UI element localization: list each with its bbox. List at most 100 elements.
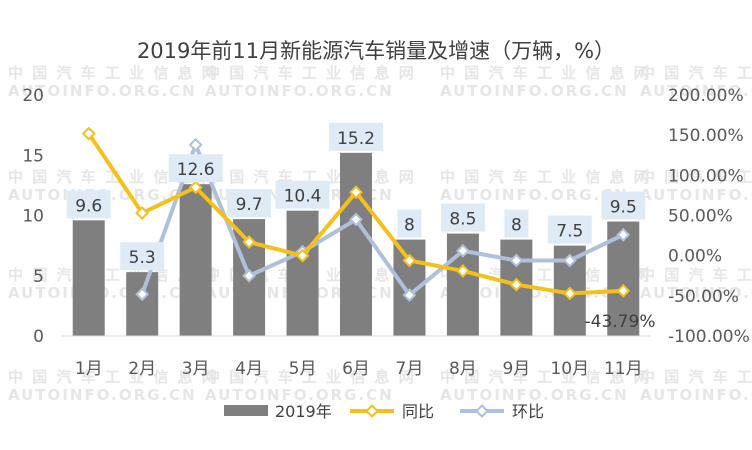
axes: 0 5 10 15 20 -100.00% -50.00% 0.00% 50.00% 100.00… — [22, 86, 749, 379]
data-label-box — [227, 189, 272, 218]
x-axis-tick: 8月 — [449, 359, 477, 379]
series-marker — [135, 287, 150, 302]
bar — [126, 272, 159, 336]
right-axis-tick: -50.00% — [668, 287, 739, 307]
series-marker — [455, 243, 470, 258]
series-marker — [295, 248, 310, 263]
data-labels: 9.6 5.3 12.6 9.7 10.4 15.2 8 8.5 8 7.5 9.5 — [66, 122, 646, 271]
data-label: 12.6 — [177, 160, 215, 180]
bar — [179, 184, 212, 336]
watermark-text: 中 国 汽 车 工 业 信 息 网 — [440, 64, 651, 82]
series-marker — [81, 126, 96, 141]
series-marker — [616, 283, 631, 298]
data-label: 10.4 — [284, 187, 322, 207]
data-label: 5.3 — [129, 248, 156, 268]
bar — [286, 210, 319, 336]
annotation-label: -43.79% — [585, 312, 656, 332]
watermark-text: 中 国 汽 车 工 业 信 息 网 — [640, 368, 752, 386]
right-axis-tick: 0.00% — [668, 247, 722, 267]
left-axis-tick: 10 — [22, 207, 44, 227]
data-label: 15.2 — [337, 129, 375, 149]
series-marker — [562, 253, 577, 268]
series-marker — [349, 212, 363, 227]
watermark-text: AUTOINFO.ORG.CN — [8, 386, 197, 404]
data-label-box — [275, 180, 330, 209]
left-axis-tick: 0 — [33, 327, 44, 347]
series-line — [140, 142, 625, 298]
series-marker — [349, 185, 363, 200]
watermark-text: 中 国 汽 车 工 业 信 息 网 — [640, 266, 752, 284]
legend: 2019年 同比 环比 — [224, 402, 544, 421]
data-label: 8.5 — [449, 210, 476, 230]
series-marker — [135, 206, 150, 221]
watermark-text: AUTOINFO.ORG.CN — [640, 82, 752, 100]
x-axis-tick: 7月 — [396, 359, 424, 379]
data-label: 7.5 — [556, 222, 583, 242]
watermark-text: 中 国 汽 车 工 业 信 息 网 — [440, 368, 651, 386]
x-axis-tick: 4月 — [235, 359, 263, 379]
series-marker — [402, 253, 417, 268]
series-marker — [509, 253, 524, 268]
right-axis-tick: 150.00% — [668, 126, 744, 146]
watermark-text: AUTOINFO.ORG.CN — [8, 82, 197, 100]
series-marker — [455, 264, 470, 278]
watermark-text: AUTOINFO.ORG.CN — [205, 386, 394, 404]
watermark-text: 中 国 汽 车 工 业 信 息 网 — [205, 64, 416, 82]
watermark-text: 中 国 汽 车 工 业 信 息 网 — [8, 64, 219, 82]
right-axis-tick: 200.00% — [668, 86, 744, 106]
chart-title: 2019年前11月新能源汽车销量及增速（万辆，%） — [137, 39, 615, 63]
series-marker — [509, 277, 524, 292]
watermark-text: AUTOINFO.ORG.CN — [440, 386, 629, 404]
legend-swatch-marker — [475, 404, 489, 418]
series-marker — [188, 137, 203, 152]
watermark-text: 中 国 汽 车 工 业 信 息 网 — [8, 168, 219, 186]
data-label-box — [601, 191, 646, 220]
series-marker — [562, 286, 577, 301]
watermark-text: AUTOINFO.ORG.CN — [440, 186, 629, 204]
watermark-text: AUTOINFO.ORG.CN — [640, 386, 752, 404]
left-axis-tick: 5 — [33, 267, 44, 287]
x-axis-tick: 6月 — [342, 359, 370, 379]
series-marker — [242, 268, 257, 283]
legend-label: 2019年 — [275, 402, 332, 421]
series-marker — [242, 235, 257, 249]
line-series — [81, 126, 631, 302]
x-axis-tick: 2月 — [128, 359, 156, 379]
legend-label: 环比 — [512, 402, 544, 421]
right-axis-tick: 50.00% — [668, 207, 733, 227]
x-axis-tick: 3月 — [182, 359, 210, 379]
legend-label: 同比 — [402, 402, 434, 421]
data-label: 8 — [404, 216, 415, 236]
data-label-box — [504, 209, 529, 238]
series-marker — [616, 227, 631, 242]
watermark-text: 中 国 汽 车 工 业 信 息 网 — [8, 266, 219, 284]
data-label-box — [329, 122, 383, 151]
x-axis-tick: 5月 — [289, 359, 317, 379]
right-axis-tick: 100.00% — [668, 166, 744, 186]
series-marker — [402, 288, 417, 302]
data-label: 9.6 — [75, 196, 102, 216]
left-axis-tick: 20 — [22, 86, 44, 106]
data-label-box — [440, 203, 485, 232]
watermark-text: AUTOINFO.ORG.CN — [205, 82, 394, 100]
watermark-text: 中 国 汽 车 工 业 信 息 网 — [640, 64, 752, 82]
left-axis-tick: 15 — [22, 146, 44, 166]
x-axis-tick: 10月 — [550, 359, 589, 379]
series-marker — [188, 180, 203, 195]
right-axis-tick: -100.00% — [668, 327, 750, 347]
watermark-text: 中 国 汽 车 工 业 信 息 网 — [8, 368, 219, 386]
x-axis-tick: 9月 — [502, 359, 530, 379]
data-label-box — [397, 209, 422, 238]
watermark-text: AUTOINFO.ORG.CN — [640, 186, 752, 204]
watermark-text: AUTOINFO.ORG.CN — [640, 284, 752, 302]
legend-swatch-bar — [224, 405, 268, 416]
bar — [340, 152, 372, 336]
data-label-box — [66, 190, 111, 219]
data-label-box — [120, 242, 165, 271]
data-label-box — [547, 215, 592, 244]
watermark-text: 中 国 汽 车 工 业 信 息 网 — [205, 368, 416, 386]
watermark-text: 中 国 汽 车 工 业 信 息 网 — [640, 168, 752, 186]
